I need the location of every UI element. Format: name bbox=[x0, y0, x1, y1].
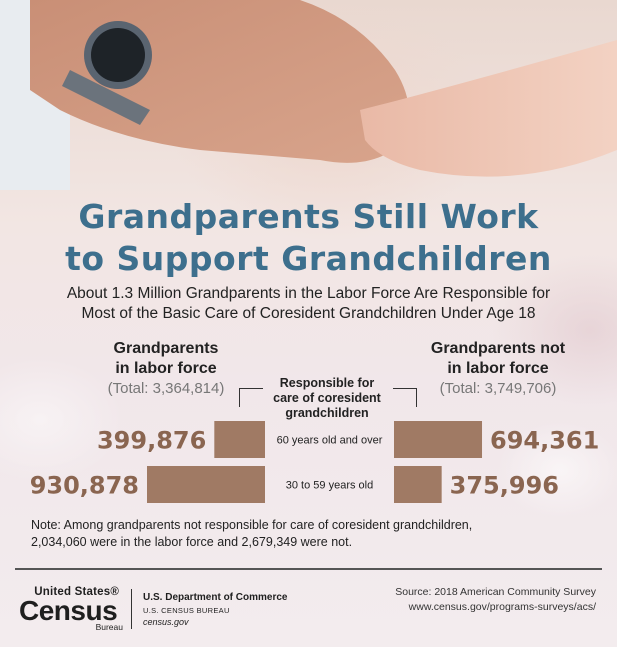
bar-not-in-labor-force-0 bbox=[394, 421, 483, 458]
right-group-heading: Grandparents not in labor force (Total: … bbox=[418, 339, 578, 399]
left-group-heading: Grandparents in labor force (Total: 3,36… bbox=[86, 339, 246, 399]
left-group-total: (Total: 3,364,814) bbox=[107, 380, 225, 397]
bar-not-in-labor-force-1 bbox=[394, 466, 442, 503]
category-label-0: 60 years old and over bbox=[277, 435, 383, 447]
butterfly-bar-chart: 399,876 694,361 60 years old and over 930,8… bbox=[30, 421, 599, 503]
source-url: www.census.gov/programs-surveys/acs/ bbox=[408, 601, 596, 613]
bar-in-labor-force-1 bbox=[147, 466, 265, 503]
footer-divider bbox=[131, 589, 132, 629]
child-arm bbox=[360, 40, 617, 177]
source-block: Source: 2018 American Community Survey w… bbox=[395, 586, 596, 613]
page-subtitle: About 1.3 Million Grandparents in the La… bbox=[66, 285, 551, 322]
page-title: Grandparents Still Work to Support Grand… bbox=[65, 197, 552, 278]
right-bracket bbox=[393, 388, 417, 407]
category-label-1: 30 to 59 years old bbox=[286, 480, 373, 492]
value-label-in-labor-force-1: 930,878 bbox=[30, 472, 139, 500]
value-label-not-in-labor-force-1: 375,996 bbox=[450, 472, 559, 500]
bar-in-labor-force-0 bbox=[214, 421, 265, 458]
value-label-not-in-labor-force-0: 694,361 bbox=[490, 427, 599, 455]
left-bracket bbox=[239, 388, 263, 407]
value-label-in-labor-force-0: 399,876 bbox=[97, 427, 206, 455]
footer-rule bbox=[15, 568, 602, 570]
department-block: U.S. Department of Commerce U.S. CENSUS … bbox=[143, 592, 288, 627]
right-group-total: (Total: 3,749,706) bbox=[439, 380, 557, 397]
footnote: Note: Among grandparents not responsible… bbox=[31, 518, 473, 549]
hands-photo bbox=[0, 0, 617, 190]
center-heading: Responsible for care of coresident grand… bbox=[273, 376, 381, 420]
census-logo: United States® Census Bureau bbox=[19, 586, 123, 632]
census-link: census.gov bbox=[143, 617, 189, 627]
